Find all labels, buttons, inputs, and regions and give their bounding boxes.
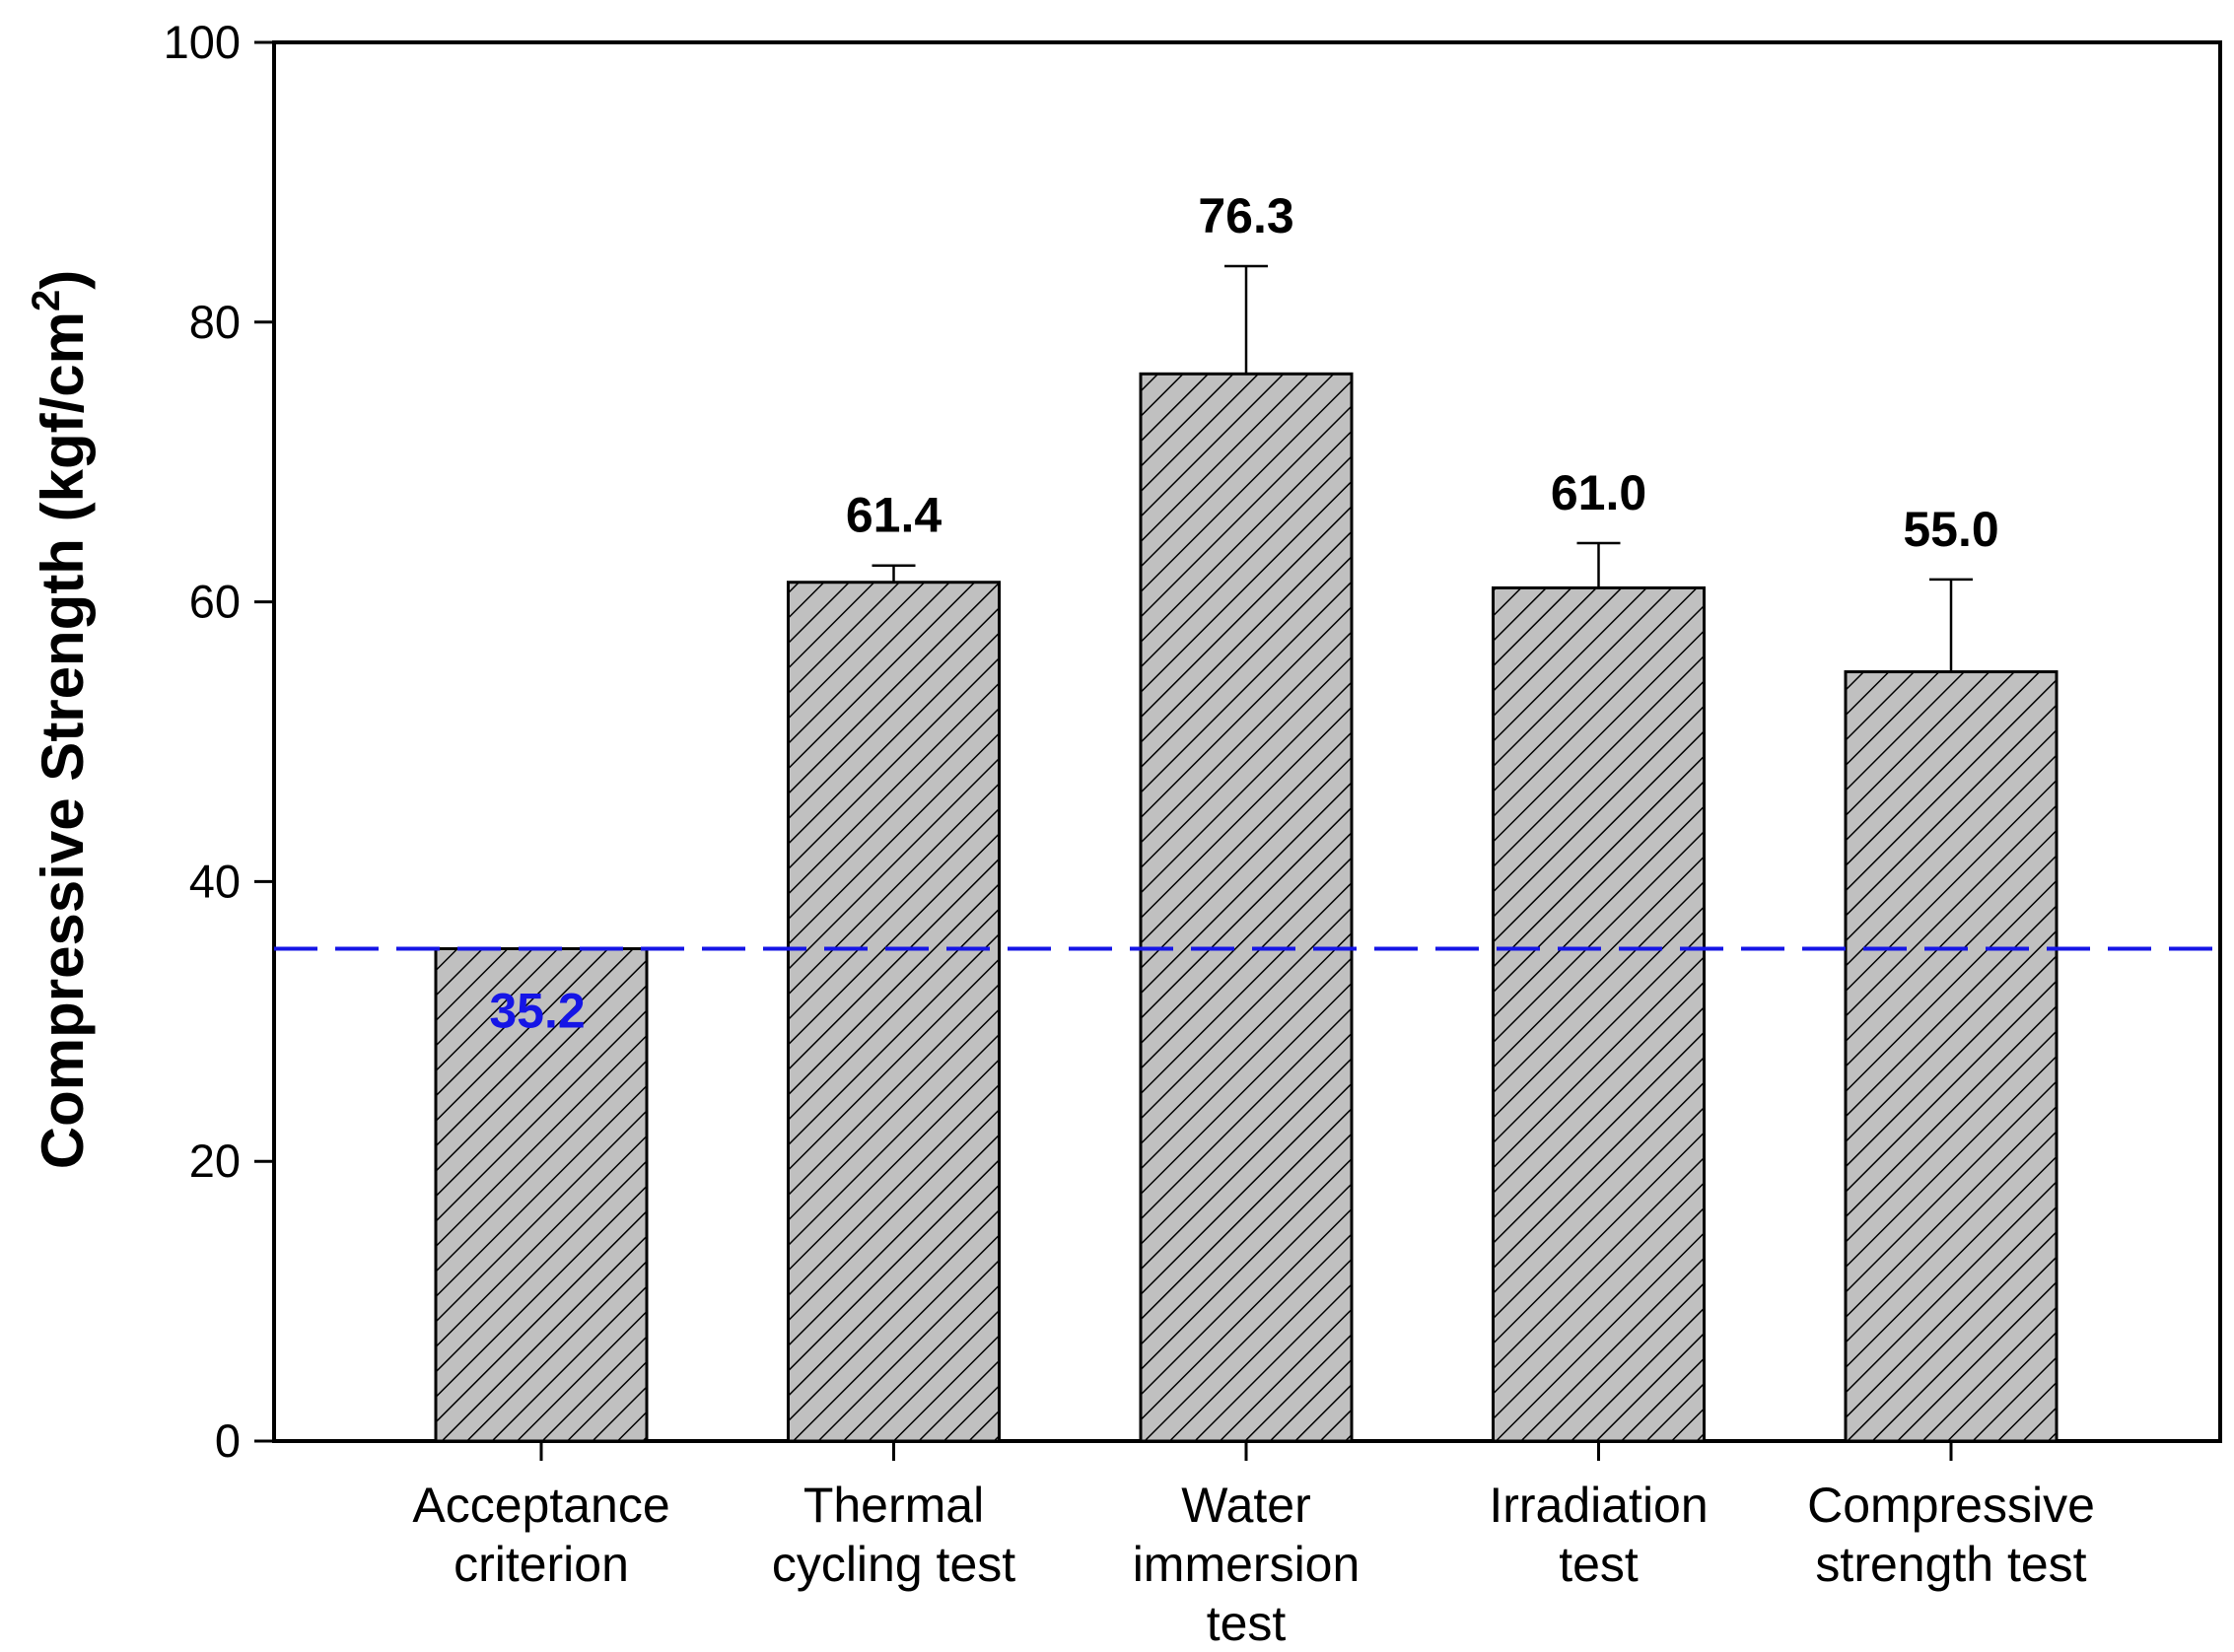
x-tick-label-line: Compressive xyxy=(1807,1478,2095,1533)
x-tick-label-line: Acceptance xyxy=(412,1478,669,1533)
error-bars xyxy=(872,264,1973,672)
x-tick-label-line: test xyxy=(1207,1596,1287,1651)
x-tick-label-line: Irradiation xyxy=(1489,1478,1708,1533)
x-tick-label: Irradiation test xyxy=(1489,1478,1708,1592)
x-tick-label-line: cycling test xyxy=(772,1537,1015,1592)
bar xyxy=(1492,585,1706,1443)
bar xyxy=(1139,372,1354,1443)
x-tick-label-line: immersion xyxy=(1133,1537,1361,1592)
x-tick-label-line: Water xyxy=(1181,1478,1311,1533)
bar xyxy=(1844,670,2059,1443)
x-tick-label: Acceptance criterion xyxy=(412,1478,669,1592)
x-tick-label: Thermal cycling test xyxy=(772,1478,1015,1592)
y-tick-label: 80 xyxy=(189,296,241,348)
y-tick-label: 60 xyxy=(189,576,241,628)
y-axis-title-close: ) xyxy=(30,270,96,290)
y-tick-label: 0 xyxy=(215,1414,241,1467)
y-tick-label: 20 xyxy=(189,1135,241,1187)
bar-value-label: 61.0 xyxy=(1551,465,1646,520)
x-tick-label-line: strength test xyxy=(1815,1537,2086,1592)
x-tick-label-line: Thermal xyxy=(803,1478,984,1533)
y-axis-title-superscript: 2 xyxy=(25,290,68,311)
bars xyxy=(434,372,2059,1443)
y-axis-title-main: Compressive Strength (kgf/cm xyxy=(30,311,96,1169)
bar xyxy=(787,581,1001,1443)
bar-value-label: 55.0 xyxy=(1903,502,1998,557)
bar-value-label: 61.4 xyxy=(846,488,942,543)
bar xyxy=(434,947,649,1443)
reference-value-label: 35.2 xyxy=(489,984,585,1039)
y-tick-label: 100 xyxy=(164,16,241,68)
x-tick-label-line: criterion xyxy=(454,1537,629,1592)
y-tick-label: 40 xyxy=(189,855,241,907)
labels: Acceptance criterion Thermal cycling test Wa… xyxy=(412,188,2095,1651)
bar-value-label: 76.3 xyxy=(1198,188,1293,243)
x-tick-label-line: test xyxy=(1559,1537,1639,1592)
x-tick-label: Water immersion test xyxy=(1133,1478,1361,1651)
x-tick-label: Compressive strength test xyxy=(1807,1478,2095,1592)
y-axis-title: Compressive Strength (kgf/cm2) xyxy=(25,270,96,1169)
